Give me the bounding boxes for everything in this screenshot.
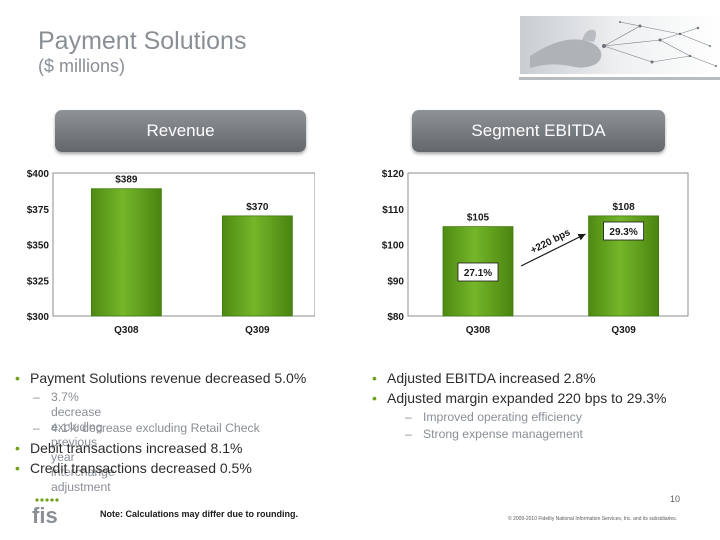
sub-bullet-item: Strong expense management xyxy=(405,427,583,442)
y-tick-label: $110 xyxy=(382,205,404,216)
sub-bullet-line: adjustment xyxy=(51,480,111,494)
margin-label: 27.1% xyxy=(464,268,492,279)
bullet-item: Credit transactions decreased 0.5% xyxy=(15,460,252,476)
data-label: $389 xyxy=(115,175,138,186)
data-label: $370 xyxy=(246,202,269,213)
data-label: $108 xyxy=(612,202,635,213)
logo-wordmark: fis xyxy=(32,503,58,525)
sub-bullet-item: Improved operating efficiency xyxy=(405,410,582,425)
x-tick-label: Q309 xyxy=(245,325,270,336)
page-title: Payment Solutions xyxy=(38,27,247,55)
copyright: © 2009-2010 Fidelity National Informatio… xyxy=(508,516,678,522)
data-label: $105 xyxy=(467,213,490,224)
x-tick-label: Q309 xyxy=(611,325,636,336)
footnote: Note: Calculations may differ due to rou… xyxy=(100,509,299,519)
bullet-item: Debit transactions increased 8.1% xyxy=(15,440,242,456)
margin-box xyxy=(457,262,499,282)
header-rule xyxy=(519,77,720,80)
y-tick-label: $90 xyxy=(387,276,404,287)
y-tick-label: $375 xyxy=(27,205,50,216)
sub-bullet-item: 4.1% decrease excluding Retail Check xyxy=(33,421,260,436)
increase-arrow xyxy=(520,233,586,267)
bullet-item: Adjusted margin expanded 220 bps to 29.3… xyxy=(372,390,666,406)
bar-q309 xyxy=(221,215,293,317)
ebitda-panel-label: Segment EBITDA xyxy=(412,110,665,152)
page-subtitle: ($ millions) xyxy=(38,56,126,76)
y-tick-label: $100 xyxy=(382,241,405,252)
page-number: 10 xyxy=(670,494,681,504)
hand-network-image xyxy=(520,16,720,74)
margin-box xyxy=(603,221,645,241)
fis-logo: fis xyxy=(32,498,59,525)
x-tick-label: Q308 xyxy=(114,325,139,336)
bar-q308 xyxy=(90,188,162,317)
revenue-chart: $400 $375 $350 $325 $300 Q308 Q309 $389 $370 xyxy=(27,169,315,336)
margin-label: 29.3% xyxy=(609,227,637,238)
revenue-panel-label: Revenue xyxy=(55,110,306,152)
y-tick-label: $400 xyxy=(27,169,50,180)
y-tick-label: $350 xyxy=(27,241,50,252)
x-tick-label: Q308 xyxy=(466,325,491,336)
y-tick-label: $325 xyxy=(27,276,50,287)
y-tick-label: $300 xyxy=(27,312,50,323)
bullet-item: Adjusted EBITDA increased 2.8% xyxy=(372,370,596,386)
y-tick-label: $80 xyxy=(387,312,404,323)
ebitda-chart: $120 $110 $100 $90 $80 Q308 Q309 $105 $108 27.… xyxy=(382,169,689,336)
logo-dots xyxy=(35,498,59,502)
bullet-item: Payment Solutions revenue decreased 5.0% xyxy=(15,370,306,386)
y-tick-label: $120 xyxy=(382,169,405,180)
